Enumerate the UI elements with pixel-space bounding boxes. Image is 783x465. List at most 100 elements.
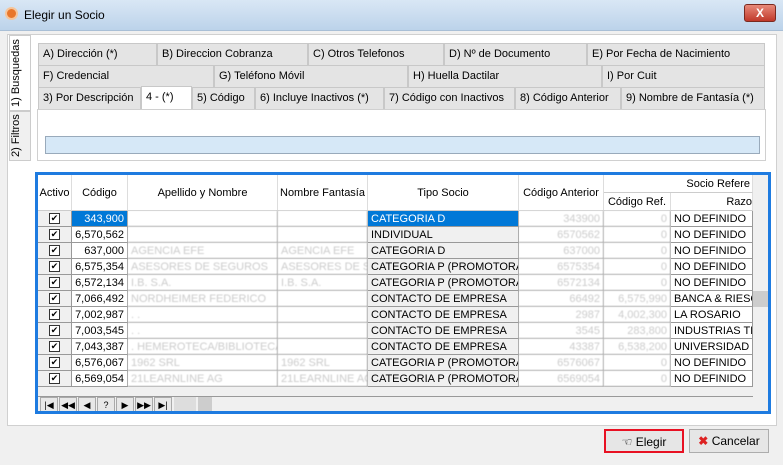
checkbox-checked-icon[interactable]: ✔ (49, 293, 60, 304)
activo-checkbox-cell[interactable]: ✔ (38, 323, 72, 339)
tab-3-0[interactable]: 3) Por Descripción (38, 87, 141, 109)
cell-ref: 6,575,990 (604, 291, 671, 307)
nav-button-4[interactable]: ▶ (116, 397, 134, 411)
nav-button-1[interactable]: ◀◀ (59, 397, 77, 411)
cell-razon: NO DEFINIDO (671, 371, 753, 387)
tab-3-5[interactable]: 8) Código Anterior (515, 87, 621, 109)
cell-tipo: CONTACTO DE EMPRESA (368, 339, 519, 355)
hscroll-left[interactable] (174, 397, 196, 411)
header-fantasia[interactable]: Nombre Fantasía (278, 175, 368, 211)
nav-button-5[interactable]: ▶▶ (135, 397, 153, 411)
header-codigo[interactable]: Código (72, 175, 128, 211)
cell-tipo: CONTACTO DE EMPRESA (368, 323, 519, 339)
cell-fantasia (278, 291, 368, 307)
close-button[interactable]: X (744, 4, 776, 22)
cell-tipo: CATEGORIA P (PROMOTORA) (368, 275, 519, 291)
checkbox-checked-icon[interactable]: ✔ (49, 325, 60, 336)
tab-2-3[interactable]: I) Por Cuit (602, 65, 765, 87)
nav-button-6[interactable]: ▶| (154, 397, 172, 411)
activo-checkbox-cell[interactable]: ✔ (38, 259, 72, 275)
empty-row (38, 387, 753, 397)
checkbox-checked-icon[interactable]: ✔ (49, 341, 60, 352)
tab-1-3[interactable]: D) Nº de Documento (444, 43, 587, 65)
cell-tipo: INDIVIDUAL (368, 227, 519, 243)
checkbox-checked-icon[interactable]: ✔ (49, 309, 60, 320)
vertical-scrollbar[interactable] (753, 175, 768, 397)
header-activo[interactable]: Activo (38, 175, 72, 211)
cell-anterior: 343900 (519, 211, 604, 227)
checkbox-checked-icon[interactable]: ✔ (49, 357, 60, 368)
tab-3-3[interactable]: 6) Incluye Inactivos (*) (255, 87, 384, 109)
activo-checkbox-cell[interactable]: ✔ (38, 227, 72, 243)
tab-1-0[interactable]: A) Dirección (*) (38, 43, 157, 65)
cell-codigo: 7,003,545 (72, 323, 128, 339)
checkbox-checked-icon[interactable]: ✔ (49, 373, 60, 384)
checkbox-checked-icon[interactable]: ✔ (49, 229, 60, 240)
tab-1-2[interactable]: C) Otros Telefonos (308, 43, 444, 65)
cell-razon: INDUSTRIAS TE (671, 323, 753, 339)
cell-razon: UNIVERSIDAD C (671, 339, 753, 355)
side-tab-busquedas[interactable]: 1) Busquedas (9, 35, 31, 111)
cell-ref: 0 (604, 355, 671, 371)
side-tab-filtros[interactable]: 2) Filtros (9, 111, 31, 161)
activo-checkbox-cell[interactable]: ✔ (38, 243, 72, 259)
checkbox-checked-icon[interactable]: ✔ (49, 277, 60, 288)
cell-anterior: 66492 (519, 291, 604, 307)
cell-razon: NO DEFINIDO (671, 227, 753, 243)
nav-button-0[interactable]: |◀ (40, 397, 58, 411)
tab-2-1[interactable]: G) Teléfono Móvil (214, 65, 408, 87)
cell-fantasia (278, 227, 368, 243)
cell-codigo: 7,002,987 (72, 307, 128, 323)
nav-button-2[interactable]: ◀ (78, 397, 96, 411)
tab-3-1[interactable]: 4 - (*) (141, 86, 192, 110)
activo-checkbox-cell[interactable]: ✔ (38, 371, 72, 387)
tab-1-4[interactable]: E) Por Fecha de Nacimiento (587, 43, 765, 65)
tab-3-4[interactable]: 7) Código con Inactivos (384, 87, 515, 109)
vscroll-thumb[interactable] (753, 291, 768, 307)
cell-tipo: CONTACTO DE EMPRESA (368, 291, 519, 307)
header-tipo[interactable]: Tipo Socio (368, 175, 519, 211)
cell-apellido: 1962 SRL (128, 355, 278, 371)
cell-apellido: ASESORES DE SEGUROS (128, 259, 278, 275)
search-input[interactable] (45, 136, 760, 154)
cell-apellido (128, 227, 278, 243)
activo-checkbox-cell[interactable]: ✔ (38, 211, 72, 227)
cell-anterior: 6576067 (519, 355, 604, 371)
hscroll-thumb[interactable] (198, 397, 212, 411)
nav-button-3[interactable]: ? (97, 397, 115, 411)
header-razon[interactable]: Razo (671, 193, 753, 211)
cell-ref: 0 (604, 211, 671, 227)
tab-1-1[interactable]: B) Direccion Cobranza (157, 43, 308, 65)
activo-checkbox-cell[interactable]: ✔ (38, 339, 72, 355)
cell-ref: 0 (604, 227, 671, 243)
checkbox-checked-icon[interactable]: ✔ (49, 213, 60, 224)
activo-checkbox-cell[interactable]: ✔ (38, 275, 72, 291)
cell-apellido: NORDHEIMER FEDERICO (128, 291, 278, 307)
tab-3-2[interactable]: 5) Código (192, 87, 255, 109)
activo-checkbox-cell[interactable]: ✔ (38, 307, 72, 323)
cell-apellido: . . (128, 323, 278, 339)
cell-anterior: 3545 (519, 323, 604, 339)
hand-pointer-icon: ☜ (621, 435, 633, 449)
tab-2-2[interactable]: H) Huella Dactilar (408, 65, 602, 87)
cell-ref: 0 (604, 371, 671, 387)
activo-checkbox-cell[interactable]: ✔ (38, 355, 72, 371)
cell-apellido: I.B. S.A. (128, 275, 278, 291)
header-apellido[interactable]: Apellido y Nombre (128, 175, 278, 211)
cell-tipo: CATEGORIA D (368, 211, 519, 227)
elegir-button[interactable]: ☜ Elegir (604, 429, 684, 453)
cancelar-button[interactable]: ✖ Cancelar (689, 429, 769, 453)
cell-codigo: 6,569,054 (72, 371, 128, 387)
header-anterior[interactable]: Código Anterior (519, 175, 604, 211)
cell-apellido: 21LEARNLINE AG (128, 371, 278, 387)
cell-ref: 0 (604, 243, 671, 259)
activo-checkbox-cell[interactable]: ✔ (38, 291, 72, 307)
cell-tipo: CATEGORIA P (PROMOTORA) (368, 355, 519, 371)
tab-3-6[interactable]: 9) Nombre de Fantasía (*) (621, 87, 765, 109)
tab-2-0[interactable]: F) Credencial (38, 65, 214, 87)
checkbox-checked-icon[interactable]: ✔ (49, 245, 60, 256)
checkbox-checked-icon[interactable]: ✔ (49, 261, 60, 272)
cell-razon: LA ROSARIO (671, 307, 753, 323)
cell-razon: NO DEFINIDO (671, 275, 753, 291)
header-codigo-ref[interactable]: Código Ref. (604, 193, 671, 211)
